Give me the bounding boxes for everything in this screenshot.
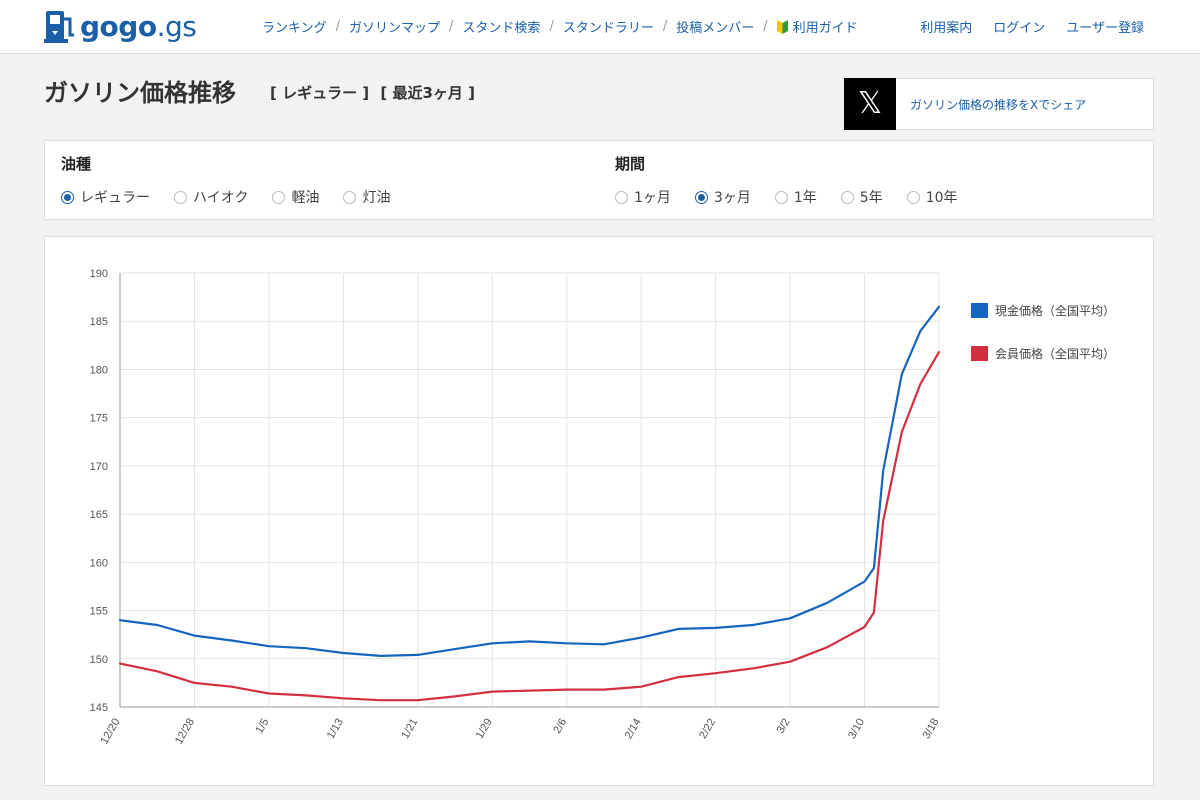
nav-user-guide-label: 利用ガイド — [792, 21, 858, 36]
site-logo[interactable]: gogo.gs — [44, 8, 197, 44]
nav-gasoline-map[interactable]: ガソリンマップ — [349, 21, 441, 36]
login-link[interactable]: ログイン — [993, 21, 1046, 36]
logo-text: gogo.gs — [80, 9, 197, 43]
radio-indicator — [343, 190, 357, 204]
price-chart-panel: 145 150 155 160 165 170 175 180 185 190 12/20 12/28… — [44, 236, 1154, 786]
y-tick-label: 150 — [90, 654, 108, 666]
top-navigation-bar: gogo.gs ランキング / ガソリンマップ / スタンド検索 / スタンドラ… — [0, 0, 1200, 54]
period-label: 期間 — [615, 155, 646, 173]
nav-station-rally[interactable]: スタンドラリー — [562, 21, 654, 36]
legend-label-cash: 現金価格（全国平均） — [995, 303, 1116, 318]
radio-indicator — [694, 190, 708, 204]
x-tick-label: 2/22 — [697, 717, 718, 742]
radio-indicator — [906, 190, 920, 204]
x-tick-label: 12/28 — [173, 717, 197, 747]
radio-fuel-diesel[interactable]: 軽油 — [272, 187, 319, 207]
x-tick-label: 1/5 — [253, 717, 271, 736]
filter-panel: 油種 レギュラー ハイオク 軽油 灯油 期間 1ヶ月 3ヶ月 1年 5年 10年 — [44, 140, 1154, 220]
beginner-mark-icon — [776, 19, 788, 34]
radio-fuel-regular[interactable]: レギュラー — [61, 187, 150, 207]
legend-swatch-cash — [971, 302, 988, 318]
x-tick-label: 2/14 — [623, 717, 644, 742]
period-tag: [ 最近3ヶ月 ] — [380, 84, 475, 102]
y-tick-label: 170 — [90, 461, 108, 473]
radio-period-10-years[interactable]: 10年 — [906, 187, 958, 207]
y-tick-label: 190 — [90, 268, 108, 280]
radio-indicator — [774, 190, 788, 204]
main-nav: ランキング / ガソリンマップ / スタンド検索 / スタンドラリー / 投稿メ… — [262, 17, 858, 36]
share-on-x-label: ガソリン価格の推移をXでシェア — [910, 97, 1087, 112]
x-tick-label: 1/21 — [399, 717, 420, 742]
x-tick-label: 3/2 — [775, 717, 793, 736]
radio-period-5-years[interactable]: 5年 — [840, 187, 883, 207]
legend-item-member[interactable]: 会員価格（全国平均） — [971, 344, 1115, 362]
price-trend-chart: 145 150 155 160 165 170 175 180 185 190 12/20 12/28… — [90, 268, 942, 747]
nav-station-search[interactable]: スタンド検索 — [462, 21, 541, 36]
y-tick-label: 180 — [90, 364, 108, 376]
y-tick-label: 160 — [90, 557, 108, 569]
fuel-type-filter: 油種 レギュラー ハイオク 軽油 灯油 — [61, 153, 414, 207]
fuel-type-label: 油種 — [61, 155, 92, 173]
user-register-link[interactable]: ユーザー登録 — [1066, 21, 1144, 36]
radio-period-3-months[interactable]: 3ヶ月 — [694, 187, 751, 207]
y-tick-label: 185 — [90, 316, 108, 328]
page-title: ガソリン価格推移 — [44, 79, 236, 107]
radio-indicator — [840, 190, 854, 204]
radio-fuel-kerosene[interactable]: 灯油 — [343, 187, 390, 207]
share-on-x-button[interactable]: 𝕏 ガソリン価格の推移をXでシェア — [844, 77, 1154, 130]
nav-ranking[interactable]: ランキング — [262, 21, 327, 36]
y-tick-label: 175 — [90, 413, 108, 425]
legend-item-cash[interactable]: 現金価格（全国平均） — [971, 301, 1115, 319]
chart-legend: 現金価格（全国平均） 会員価格（全国平均） — [971, 301, 1115, 387]
x-tick-label: 2/6 — [551, 717, 569, 736]
title-filter-summary: [ レギュラー ] [ 最近3ヶ月 ] — [270, 82, 481, 103]
radio-period-1-month[interactable]: 1ヶ月 — [615, 187, 671, 207]
x-tick-label: 3/10 — [846, 717, 867, 742]
radio-fuel-high-octane[interactable]: ハイオク — [174, 187, 248, 207]
y-tick-label: 165 — [90, 509, 108, 521]
period-filter: 期間 1ヶ月 3ヶ月 1年 5年 10年 — [615, 153, 982, 207]
radio-indicator — [174, 190, 187, 204]
x-logo-icon: 𝕏 — [844, 77, 896, 130]
cash-price-line — [118, 305, 941, 657]
account-links: 利用案内 ログイン ユーザー登録 — [899, 17, 1144, 36]
gas-pump-icon — [44, 11, 74, 43]
x-tick-label: 12/20 — [98, 717, 122, 747]
radio-indicator — [272, 190, 286, 204]
y-tick-label: 145 — [90, 702, 108, 714]
radio-indicator — [615, 190, 628, 204]
fuel-type-tag: [ レギュラー ] — [270, 84, 370, 102]
legend-swatch-member — [971, 345, 988, 361]
x-tick-label: 1/13 — [325, 717, 346, 742]
legend-label-member: 会員価格（全国平均） — [995, 346, 1116, 361]
x-tick-label: 3/18 — [920, 717, 941, 742]
y-tick-label: 155 — [90, 606, 108, 618]
member-price-line — [118, 350, 941, 702]
usage-info-link[interactable]: 利用案内 — [920, 21, 973, 36]
nav-posting-members[interactable]: 投稿メンバー — [676, 21, 755, 36]
x-tick-label: 1/29 — [474, 717, 495, 742]
radio-period-1-year[interactable]: 1年 — [774, 187, 817, 207]
radio-indicator — [61, 190, 74, 204]
nav-user-guide[interactable]: 利用ガイド — [776, 17, 858, 36]
